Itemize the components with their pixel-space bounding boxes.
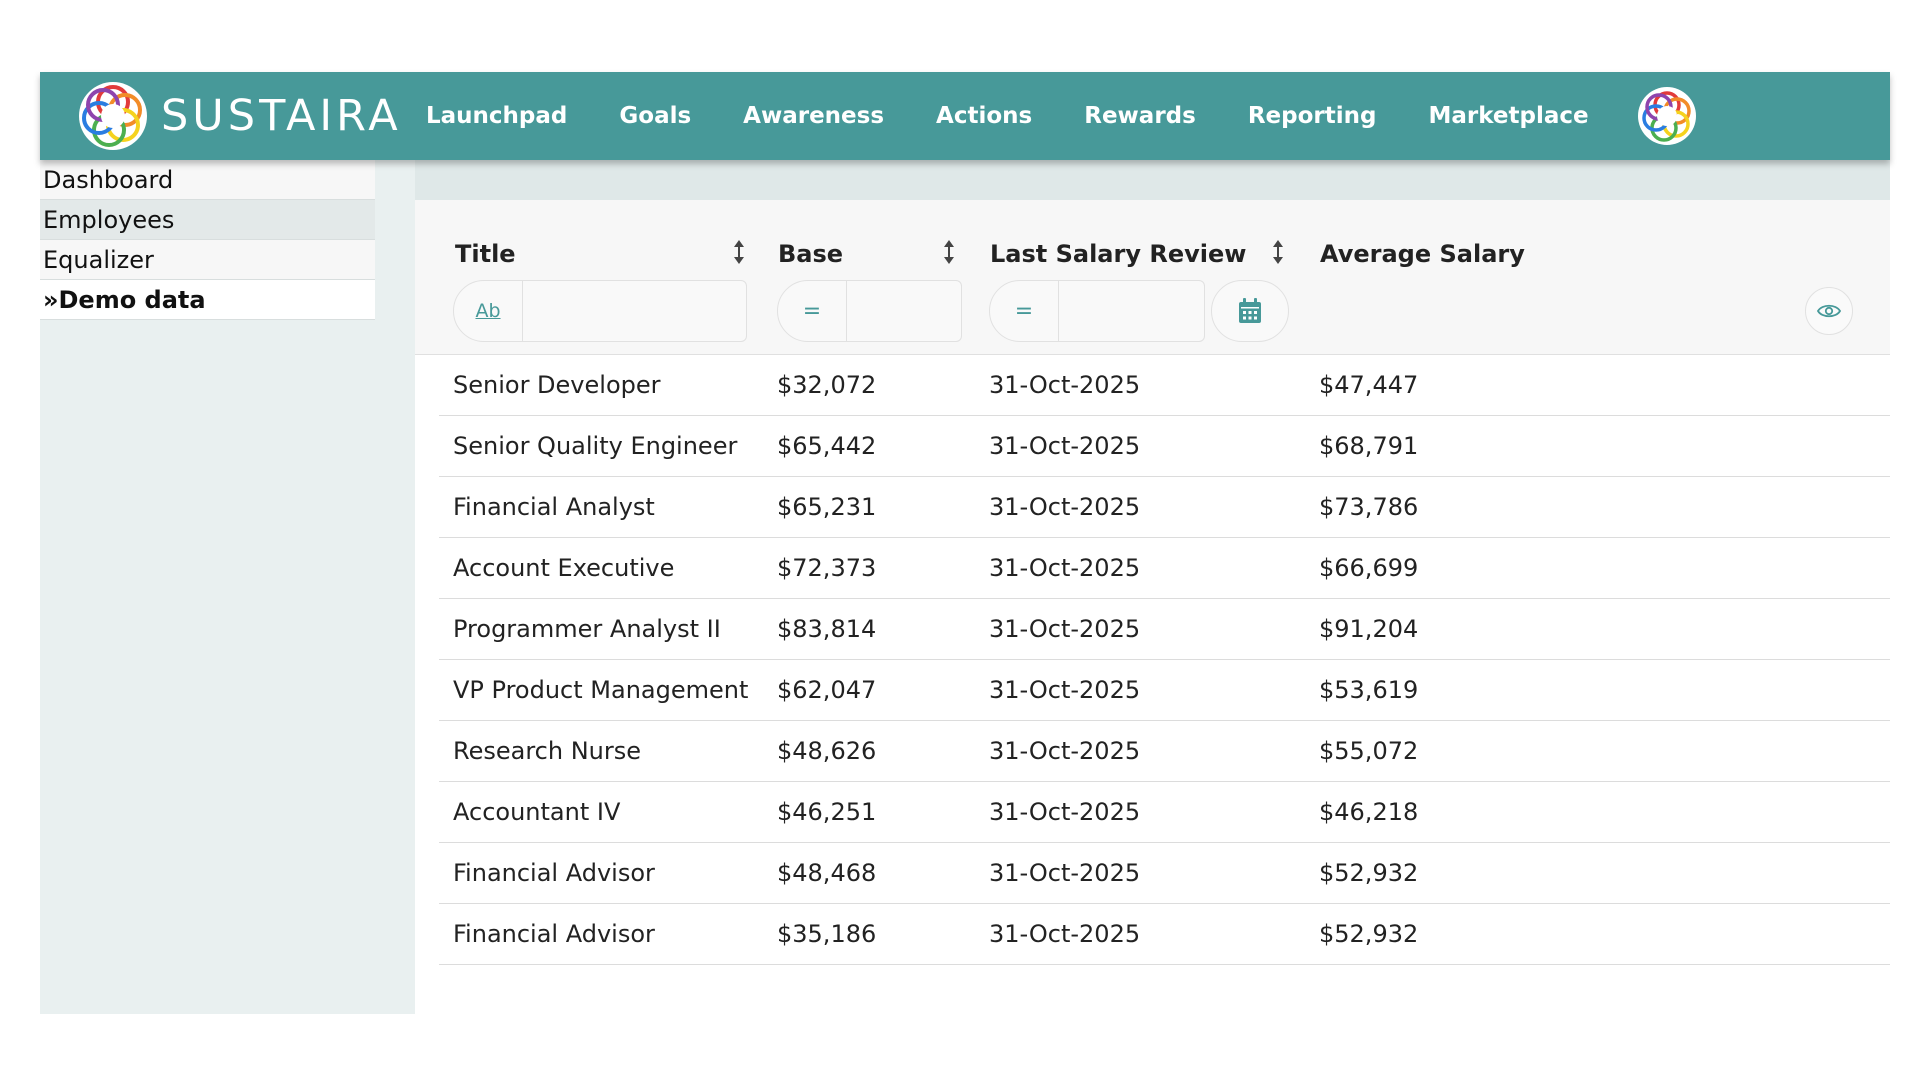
table-row[interactable]: Research Nurse $48,626 31-Oct-2025 $55,072 (439, 721, 1890, 782)
table-row[interactable]: Financial Advisor $48,468 31-Oct-2025 $52,9… (439, 843, 1890, 904)
cell-title: Accountant IV (453, 798, 621, 826)
main-nav: Launchpad Goals Awareness Actions Reward… (426, 72, 1641, 160)
column-header-title[interactable]: Title (455, 240, 516, 268)
table-row[interactable]: Accountant IV $46,251 31-Oct-2025 $46,218 (439, 782, 1890, 843)
base-filter: = (777, 280, 962, 342)
table-row[interactable]: Account Executive $72,373 31-Oct-2025 $66,6… (439, 538, 1890, 599)
eye-icon (1817, 304, 1841, 318)
brand-name: SUSTAIRA (161, 91, 402, 141)
cell-last-salary-review: 31-Oct-2025 (989, 371, 1141, 399)
sidebar-item-employees[interactable]: Employees (40, 200, 375, 240)
cell-average-salary: $68,791 (1319, 432, 1419, 460)
cell-average-salary: $73,786 (1319, 493, 1419, 521)
cell-average-salary: $55,072 (1319, 737, 1419, 765)
cell-base: $46,251 (777, 798, 877, 826)
main-top-strip (415, 160, 1890, 200)
column-header-last-salary-review[interactable]: Last Salary Review (990, 240, 1247, 268)
top-header: SUSTAIRA Launchpad Goals Awareness Actio… (40, 72, 1890, 160)
cell-average-salary: $52,932 (1319, 920, 1419, 948)
sort-arrows-icon[interactable] (941, 238, 957, 266)
cell-last-salary-review: 31-Oct-2025 (989, 737, 1141, 765)
equals-operator-button[interactable]: = (990, 281, 1059, 341)
cell-title: Senior Developer (453, 371, 661, 399)
table-row[interactable]: Financial Advisor $35,186 31-Oct-2025 $52,9… (439, 904, 1890, 965)
cell-title: Programmer Analyst II (453, 615, 721, 643)
sustaira-logo-icon (79, 82, 147, 150)
column-header-base[interactable]: Base (778, 240, 844, 268)
cell-title: Account Executive (453, 554, 675, 582)
date-filter-input[interactable] (1059, 281, 1204, 341)
nav-item-launchpad[interactable]: Launchpad (426, 103, 568, 129)
column-header-average-salary: Average Salary (1320, 240, 1525, 268)
cell-base: $83,814 (777, 615, 877, 643)
cell-last-salary-review: 31-Oct-2025 (989, 920, 1141, 948)
table-row[interactable]: Financial Analyst $65,231 31-Oct-2025 $73,7… (439, 477, 1890, 538)
cell-title: Research Nurse (453, 737, 642, 765)
cell-average-salary: $46,218 (1319, 798, 1419, 826)
salary-table-panel: Title Base Last Salary Review Average Sa… (415, 200, 1890, 1014)
nav-item-goals[interactable]: Goals (619, 103, 692, 129)
cell-last-salary-review: 31-Oct-2025 (989, 554, 1141, 582)
sidebar: Dashboard Employees Equalizer »Demo data (40, 160, 415, 1014)
cell-base: $62,047 (777, 676, 877, 704)
cell-title: Financial Advisor (453, 920, 655, 948)
table-row[interactable]: Senior Developer $32,072 31-Oct-2025 $47,44… (439, 355, 1890, 416)
cell-average-salary: $66,699 (1319, 554, 1419, 582)
cell-base: $65,231 (777, 493, 877, 521)
cell-average-salary: $91,204 (1319, 615, 1419, 643)
nav-item-rewards[interactable]: Rewards (1084, 103, 1196, 129)
user-avatar-icon[interactable] (1637, 86, 1697, 146)
table-header: Title Base Last Salary Review Average Sa… (415, 200, 1890, 355)
cell-last-salary-review: 31-Oct-2025 (989, 859, 1141, 887)
column-visibility-button[interactable] (1805, 287, 1853, 335)
title-filter-input[interactable] (523, 281, 746, 341)
cell-base: $48,626 (777, 737, 877, 765)
equals-operator-button[interactable]: = (778, 281, 847, 341)
title-filter: Ab (453, 280, 747, 342)
nav-item-marketplace[interactable]: Marketplace (1428, 103, 1589, 129)
cell-average-salary: $47,447 (1319, 371, 1419, 399)
cell-last-salary-review: 31-Oct-2025 (989, 493, 1141, 521)
nav-item-actions[interactable]: Actions (936, 103, 1033, 129)
cell-title: Senior Quality Engineer (453, 432, 738, 460)
table-body: Senior Developer $32,072 31-Oct-2025 $47,44… (439, 355, 1890, 965)
date-filter: = (989, 280, 1205, 342)
app-window: SUSTAIRA Launchpad Goals Awareness Actio… (40, 72, 1890, 1014)
sort-arrows-icon[interactable] (1270, 238, 1286, 266)
cell-last-salary-review: 31-Oct-2025 (989, 615, 1141, 643)
cell-title: Financial Advisor (453, 859, 655, 887)
cell-last-salary-review: 31-Oct-2025 (989, 798, 1141, 826)
sidebar-item-equalizer[interactable]: Equalizer (40, 240, 375, 280)
sidebar-item-demo-data[interactable]: »Demo data (40, 280, 375, 320)
cell-last-salary-review: 31-Oct-2025 (989, 432, 1141, 460)
cell-base: $35,186 (777, 920, 877, 948)
nav-item-awareness[interactable]: Awareness (743, 103, 885, 129)
sidebar-item-dashboard[interactable]: Dashboard (40, 160, 375, 200)
brand[interactable]: SUSTAIRA (77, 80, 402, 152)
cell-last-salary-review: 31-Oct-2025 (989, 676, 1141, 704)
table-row[interactable]: VP Product Management $62,047 31-Oct-2025 $… (439, 660, 1890, 721)
cell-title: VP Product Management (453, 676, 749, 704)
cell-base: $32,072 (777, 371, 877, 399)
sort-arrows-icon[interactable] (731, 238, 747, 266)
cell-base: $65,442 (777, 432, 877, 460)
cell-average-salary: $52,932 (1319, 859, 1419, 887)
calendar-button[interactable] (1211, 280, 1289, 342)
base-filter-input[interactable] (847, 281, 961, 341)
cell-title: Financial Analyst (453, 493, 655, 521)
table-row[interactable]: Senior Quality Engineer $65,442 31-Oct-202… (439, 416, 1890, 477)
text-filter-operator-button[interactable]: Ab (454, 281, 523, 341)
cell-base: $48,468 (777, 859, 877, 887)
cell-average-salary: $53,619 (1319, 676, 1419, 704)
calendar-icon (1239, 298, 1261, 323)
cell-base: $72,373 (777, 554, 877, 582)
table-row[interactable]: Programmer Analyst II $83,814 31-Oct-2025 $… (439, 599, 1890, 660)
nav-item-reporting[interactable]: Reporting (1247, 103, 1377, 129)
